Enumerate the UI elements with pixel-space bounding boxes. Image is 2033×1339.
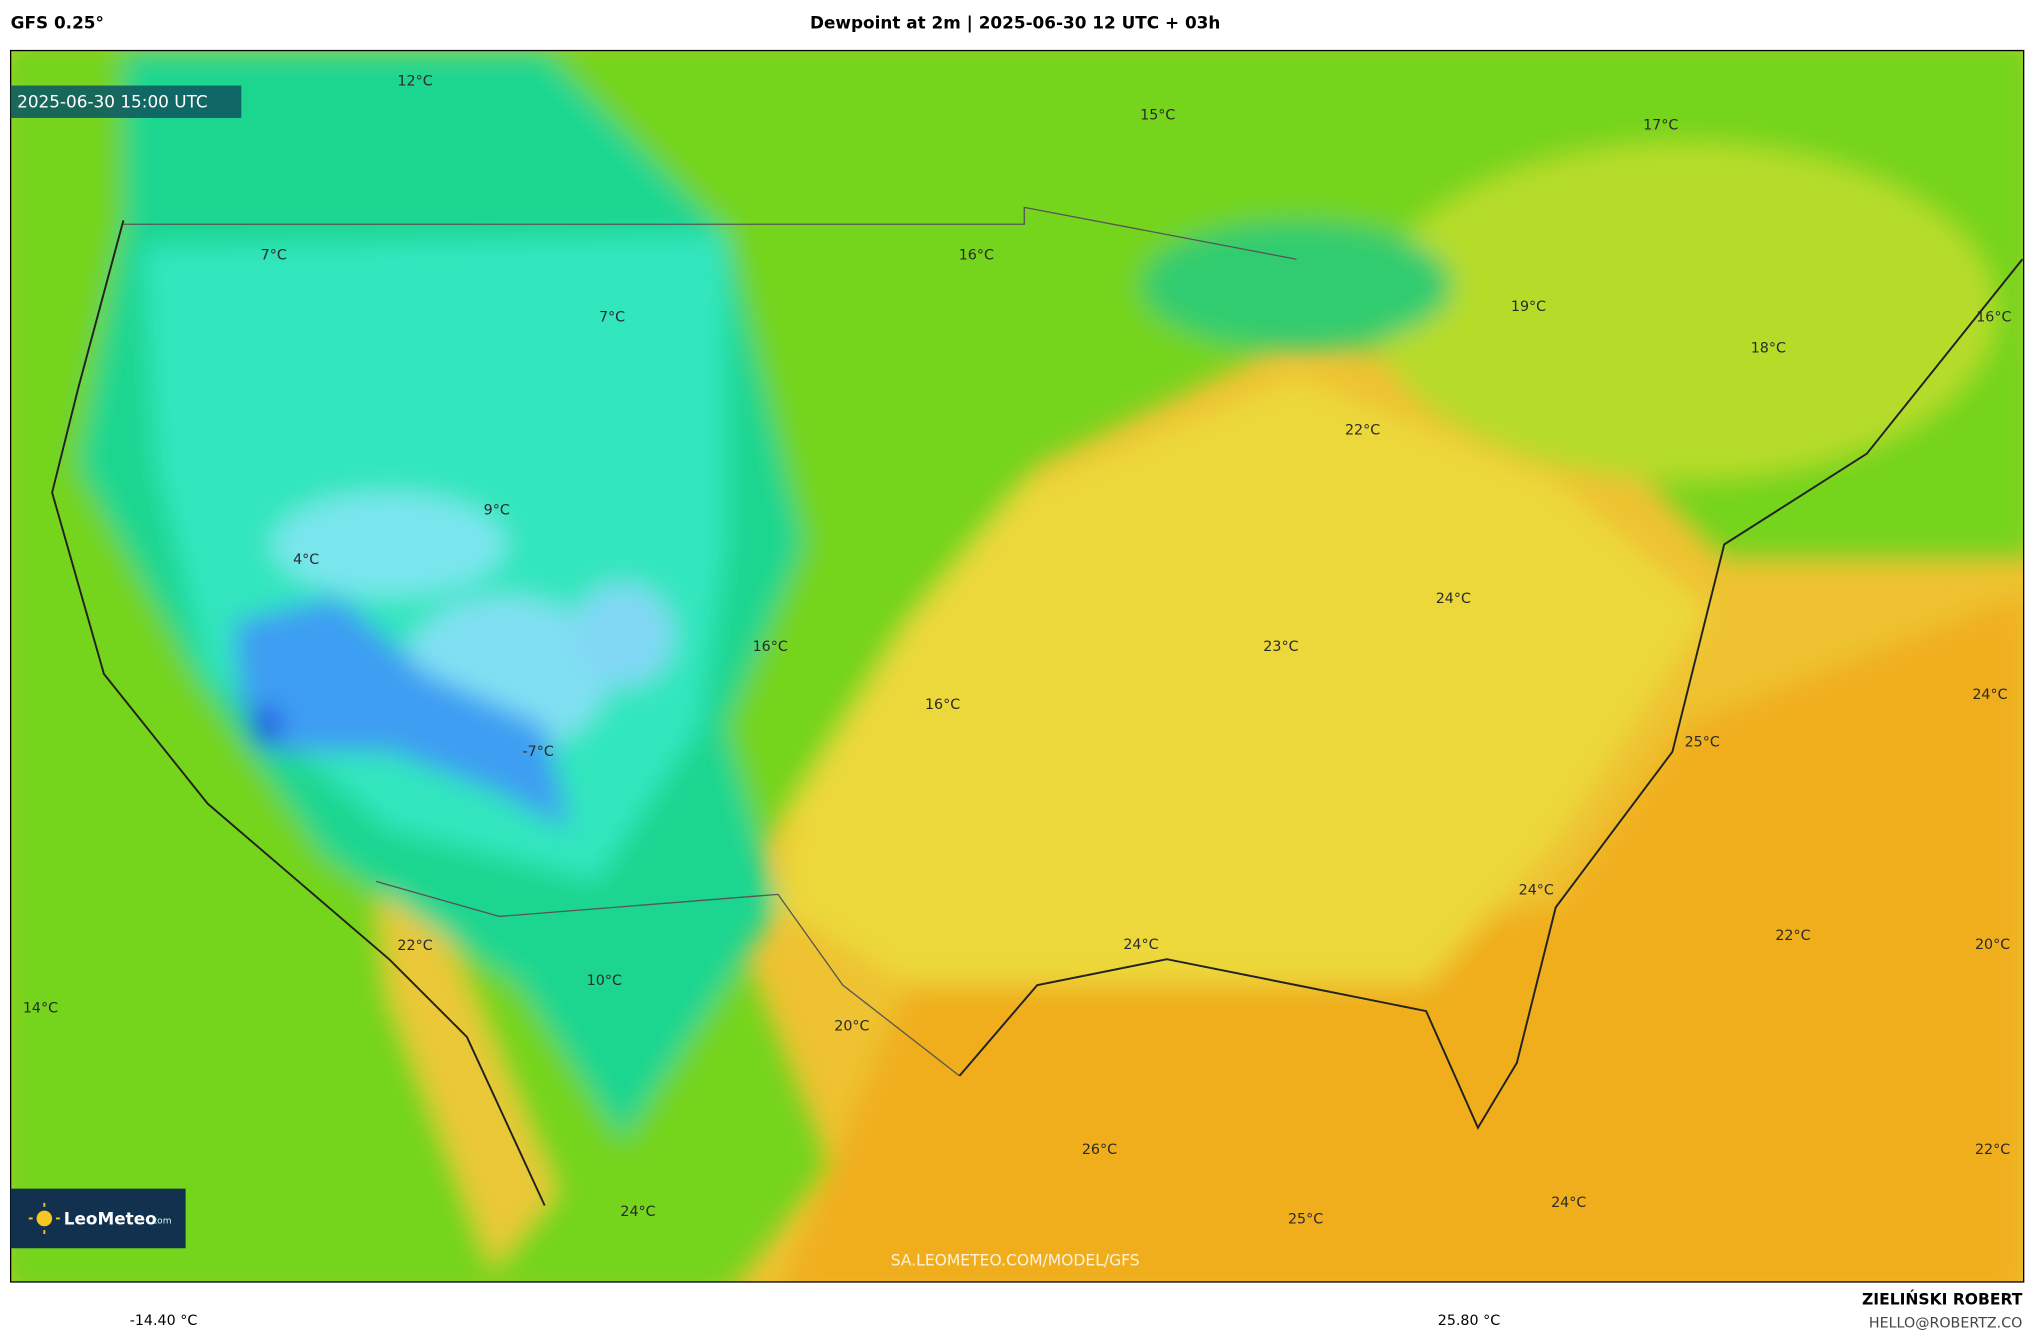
map-label: 15°C xyxy=(1140,107,1175,123)
map-label: 22°C xyxy=(1345,422,1380,438)
timestamp: 2025-06-30 15:00 UTC xyxy=(17,91,208,111)
map-label: 12°C xyxy=(397,74,432,90)
map-label: 7°C xyxy=(261,247,287,263)
map-label: 4°C xyxy=(293,552,319,568)
map-label: 24°C xyxy=(1436,591,1471,607)
logo-name: LeoMeteo xyxy=(64,1209,157,1229)
credit-name: ZIELIŃSKI ROBERT xyxy=(1862,1290,2023,1309)
map-label: 20°C xyxy=(834,1019,869,1035)
map-label: 14°C xyxy=(23,1000,58,1016)
map-label: 16°C xyxy=(753,639,788,655)
map-label: 24°C xyxy=(620,1204,655,1220)
map-label: 17°C xyxy=(1643,118,1678,134)
map-label: 25°C xyxy=(1685,735,1720,751)
map-label: 19°C xyxy=(1511,299,1546,315)
map-label: -7°C xyxy=(523,744,554,760)
map-label: 24°C xyxy=(1551,1195,1586,1211)
map-label: 20°C xyxy=(1975,937,2010,953)
map-label: 24°C xyxy=(1519,883,1554,899)
colorbar-min: -14.40 °C xyxy=(130,1313,198,1329)
map-labels: 12°C 15°C 17°C 7°C 16°C 7°C 19°C 16°C 18°C 22°C 9°… xyxy=(23,74,2012,1228)
map-label: 9°C xyxy=(484,503,510,519)
map-title: Dewpoint at 2m | 2025-06-30 12 UTC + 03h xyxy=(810,12,1220,32)
map-label: 25°C xyxy=(1288,1212,1323,1228)
map-label: 18°C xyxy=(1751,341,1786,357)
map-label: 22°C xyxy=(1975,1142,2010,1158)
colorbar-max: 25.80 °C xyxy=(1438,1313,1500,1329)
watermark: SA.LEOMETEO.COM/MODEL/GFS xyxy=(891,1252,1140,1270)
map-label: 16°C xyxy=(1976,310,2011,326)
map-label: 16°C xyxy=(959,247,994,263)
map-label: 7°C xyxy=(599,310,625,326)
map-label: 24°C xyxy=(1972,687,2007,703)
map-label: 23°C xyxy=(1263,639,1298,655)
logo-suffix: .com xyxy=(149,1217,171,1227)
map-label: 22°C xyxy=(397,938,432,954)
credit-email: HELLO@ROBERTZ.CO xyxy=(1869,1315,2022,1331)
map-label: 22°C xyxy=(1775,928,1810,944)
map-label: 16°C xyxy=(925,697,960,713)
model-name: GFS 0.25° xyxy=(11,12,104,32)
map-label: 24°C xyxy=(1123,937,1158,953)
map-label: 26°C xyxy=(1082,1142,1117,1158)
map-label: 10°C xyxy=(587,973,622,989)
map xyxy=(10,50,2024,1282)
